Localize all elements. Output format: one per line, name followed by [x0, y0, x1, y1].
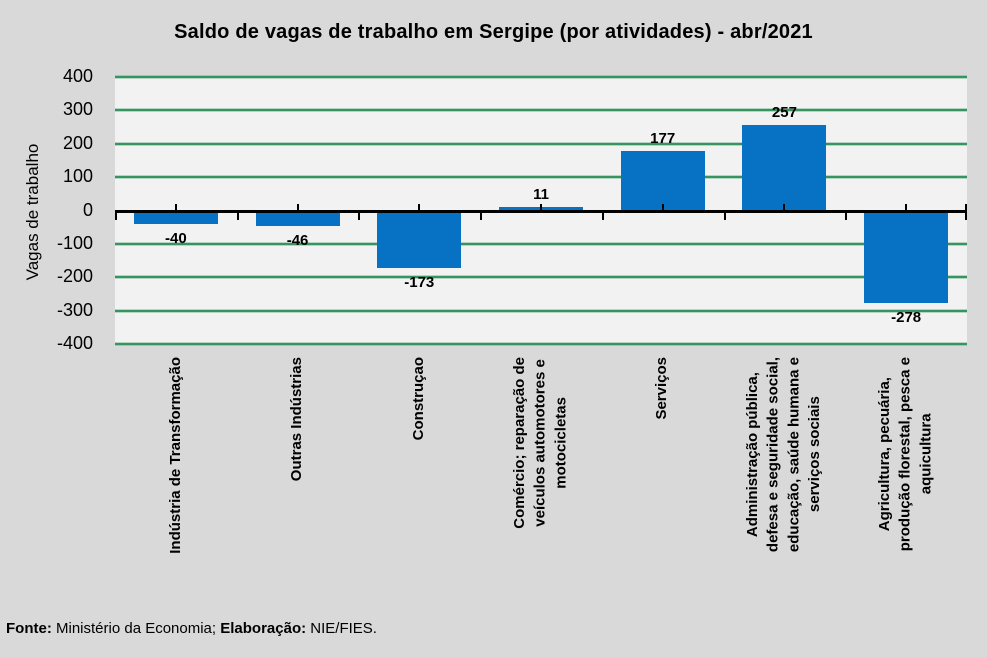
x-axis-labels: Indústria de Transformação Outras Indústr… — [115, 357, 967, 613]
x-category-label: Serviços — [653, 357, 671, 420]
bar — [377, 210, 462, 269]
bar — [255, 210, 340, 226]
axis-tick — [540, 203, 542, 211]
x-category-cell: Indústria de Transformação — [115, 357, 237, 613]
axis-tick — [965, 210, 967, 220]
y-tick-label: -100 — [56, 232, 93, 253]
bar-value-label: -40 — [165, 229, 187, 247]
axis-tick — [236, 210, 239, 220]
x-category-label: Outras Indústrias — [288, 357, 306, 482]
gridline — [115, 343, 967, 345]
x-axis-line — [115, 209, 967, 213]
y-tick-label: -300 — [56, 299, 93, 320]
axis-tick — [905, 203, 908, 211]
bar-value-label: -46 — [286, 231, 309, 249]
source-text: Ministério da Economia; — [51, 620, 221, 637]
gridline — [115, 309, 967, 312]
axis-tick — [296, 203, 299, 211]
bar-value-label: -173 — [404, 274, 435, 292]
x-category-cell: Agricultura, pecuária, produção floresta… — [845, 357, 967, 613]
axis-tick — [783, 203, 786, 211]
y-tick-label: 300 — [62, 99, 93, 120]
x-category-cell: Construçao — [358, 357, 480, 613]
bar-value-label: -278 — [891, 309, 922, 327]
x-category-cell: Outras Indústrias — [237, 357, 359, 613]
y-tick-label: 200 — [62, 132, 93, 153]
y-tick-label: 0 — [82, 199, 93, 220]
bar-value-label: 177 — [650, 130, 676, 148]
y-tick-label: -200 — [56, 266, 93, 287]
elaboration-label: Elaboração: — [220, 620, 307, 637]
axis-tick — [845, 210, 848, 220]
bar-value-label: 11 — [533, 185, 549, 203]
x-category-label: Indústria de Transformação — [166, 357, 184, 554]
y-tick-label: 400 — [62, 66, 93, 86]
plot-area: -40 -46 -173 11 177 257 -278 — [115, 76, 967, 345]
axis-tick — [723, 210, 726, 220]
y-tick-label: 100 — [62, 166, 93, 187]
axis-tick — [418, 203, 421, 211]
bar — [864, 210, 949, 304]
x-category-label: Administração pública, defesa e segurida… — [744, 357, 824, 553]
gridline — [115, 242, 967, 245]
gridline — [115, 276, 967, 279]
axis-tick — [965, 203, 967, 211]
source-footer: Fonte: Ministério da Economia; Elaboraçã… — [6, 620, 377, 637]
axis-tick — [115, 210, 117, 220]
y-tick-label: -400 — [56, 333, 93, 353]
x-category-label: Agricultura, pecuária, produção floresta… — [876, 357, 935, 552]
bar — [620, 151, 705, 211]
bar — [133, 210, 218, 224]
gridline — [115, 142, 967, 145]
axis-tick — [174, 203, 177, 211]
x-category-label: Construçao — [409, 357, 427, 441]
elaboration-text: NIE/FIES. — [306, 620, 377, 637]
source-label: Fonte: — [6, 620, 52, 637]
axis-tick — [661, 203, 664, 211]
gridline — [115, 76, 967, 78]
x-category-cell: Administração pública, defesa e segurida… — [724, 357, 846, 613]
chart-title: Saldo de vagas de trabalho em Sergipe (p… — [174, 21, 813, 43]
x-category-cell: Comércio; reparação de veículos automoto… — [480, 357, 602, 613]
bar — [742, 124, 827, 211]
gridline — [115, 176, 967, 179]
axis-tick — [601, 210, 604, 220]
bar-value-label: 257 — [771, 103, 797, 121]
gridline — [115, 109, 967, 112]
x-category-cell: Serviços — [602, 357, 724, 613]
axis-tick — [358, 210, 361, 220]
axis-tick — [480, 210, 483, 220]
x-category-label: Comércio; reparação de veículos automoto… — [510, 357, 570, 529]
